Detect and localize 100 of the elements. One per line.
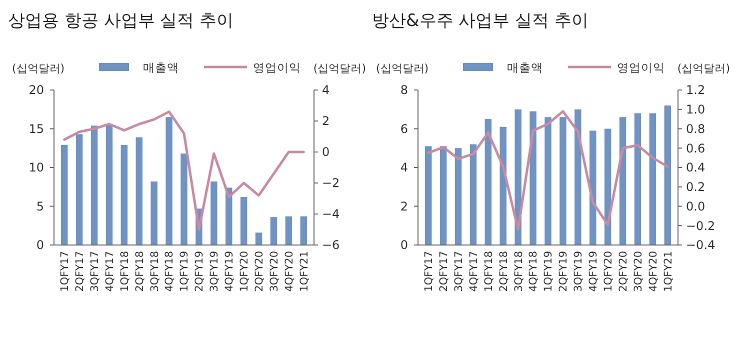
bar xyxy=(574,109,582,245)
y2-tick-label: 0.8 xyxy=(686,122,706,136)
y2-tick-label: 4 xyxy=(322,83,330,98)
x-tick-label: 3QFY17 xyxy=(452,251,465,292)
bar xyxy=(150,181,158,245)
y2-tick-label: 0.6 xyxy=(686,141,706,156)
bar xyxy=(106,124,113,245)
x-tick-label: 2QFY20 xyxy=(253,251,266,292)
y-tick-label: 5 xyxy=(36,199,44,214)
x-tick-label: 1QFY19 xyxy=(178,251,191,292)
x-tick-label: 4QFY18 xyxy=(528,251,540,292)
y2-tick-label: −6 xyxy=(322,238,340,252)
bar xyxy=(440,146,447,245)
bar xyxy=(424,146,432,245)
x-tick-label: 2QFY19 xyxy=(194,251,206,292)
y-tick-label: 2 xyxy=(400,199,408,214)
y2-tick-label: 0 xyxy=(322,145,330,160)
x-tick-label: 3QFY19 xyxy=(208,251,221,292)
bar xyxy=(60,145,68,245)
bar xyxy=(560,117,566,245)
y2-tick-label: 1.2 xyxy=(686,83,706,98)
bar xyxy=(210,181,218,245)
y2-tick-label: 0.0 xyxy=(686,199,706,214)
y2-axis-title: (십억달러) xyxy=(313,62,366,75)
bar xyxy=(634,113,642,245)
bar xyxy=(544,117,552,245)
bar xyxy=(454,148,462,245)
x-tick-label: 4QFY17 xyxy=(104,251,116,292)
x-tick-label: 2QFY18 xyxy=(498,251,510,292)
x-tick-label: 2QFY20 xyxy=(617,251,630,292)
bar xyxy=(270,217,278,245)
bar xyxy=(300,216,308,245)
y-tick-label: 0 xyxy=(36,238,44,252)
y-tick-label: 0 xyxy=(400,238,408,252)
x-tick-label: 2QFY19 xyxy=(558,251,570,292)
bar xyxy=(514,109,522,245)
x-tick-label: 4QFY19 xyxy=(224,251,236,292)
legend-label: 매출액 xyxy=(507,60,543,74)
x-tick-label: 1QFY21 xyxy=(662,251,674,292)
x-tick-label: 1QFY19 xyxy=(542,251,555,292)
y2-tick-label: 2 xyxy=(322,114,330,128)
bar xyxy=(240,196,248,245)
x-tick-label: 1QFY20 xyxy=(238,251,250,292)
y-axis-title: (십억달러) xyxy=(376,62,429,75)
y2-tick-label: −2 xyxy=(322,176,340,190)
x-tick-label: 4QFY20 xyxy=(647,251,660,292)
chart-title: 상업용 항공 사업부 실적 추이 xyxy=(8,11,234,31)
y-tick-label: 4 xyxy=(400,160,408,175)
y2-tick-label: 1.0 xyxy=(686,102,706,117)
bar xyxy=(255,232,262,245)
x-tick-label: 3QFY18 xyxy=(148,251,161,292)
x-tick-label: 3QFY20 xyxy=(632,251,644,292)
bar xyxy=(664,106,672,245)
legend-label: 매출액 xyxy=(143,60,179,74)
y-tick-label: 6 xyxy=(400,122,408,136)
y-axis-title: (십억달러) xyxy=(12,62,65,75)
x-tick-label: 3QFY17 xyxy=(88,251,101,292)
x-tick-label: 1QFY18 xyxy=(118,251,131,292)
bar xyxy=(470,144,477,245)
line-series xyxy=(427,110,669,231)
y-tick-label: 10 xyxy=(28,160,44,175)
bar xyxy=(285,216,292,245)
x-tick-label: 1QFY17 xyxy=(59,251,72,292)
bar xyxy=(649,113,656,245)
legend-label: 영업이익 xyxy=(617,60,665,74)
x-tick-label: 1QFY18 xyxy=(482,251,495,292)
y-tick-label: 20 xyxy=(28,83,44,98)
chart-title: 방산&우주 사업부 실적 추이 xyxy=(372,11,588,31)
bar xyxy=(484,119,492,245)
x-tick-label: 1QFY20 xyxy=(602,251,614,292)
y2-tick-label: 0.4 xyxy=(686,160,706,175)
bar xyxy=(136,137,142,245)
x-tick-label: 1QFY17 xyxy=(423,251,436,292)
bar xyxy=(120,145,128,245)
legend-label: 영업이익 xyxy=(253,60,301,74)
x-tick-label: 1QFY21 xyxy=(298,251,310,292)
x-tick-label: 2QFY17 xyxy=(438,251,450,292)
x-tick-label: 4QFY17 xyxy=(468,251,480,292)
x-tick-label: 4QFY20 xyxy=(283,251,296,292)
y-tick-label: 15 xyxy=(28,122,44,136)
y2-tick-label: −0.4 xyxy=(686,238,716,252)
bar xyxy=(619,117,626,245)
x-tick-label: 4QFY19 xyxy=(588,251,600,292)
x-tick-label: 2QFY18 xyxy=(134,251,146,292)
bar xyxy=(166,117,172,245)
y2-tick-label: −4 xyxy=(322,207,340,222)
y2-tick-label: −0.2 xyxy=(686,218,716,233)
x-tick-label: 3QFY18 xyxy=(512,251,525,292)
y2-tick-label: 0.2 xyxy=(686,180,706,194)
y2-axis-title: (십억달러) xyxy=(677,62,730,75)
line-series xyxy=(63,110,305,231)
bar xyxy=(180,154,188,245)
x-tick-label: 2QFY17 xyxy=(74,251,86,292)
y-tick-label: 8 xyxy=(400,83,408,98)
x-tick-label: 3QFY20 xyxy=(268,251,280,292)
bar xyxy=(76,134,83,245)
bar xyxy=(90,126,98,245)
x-tick-label: 4QFY18 xyxy=(164,251,176,292)
bar xyxy=(530,111,536,245)
x-tick-label: 3QFY19 xyxy=(572,251,585,292)
